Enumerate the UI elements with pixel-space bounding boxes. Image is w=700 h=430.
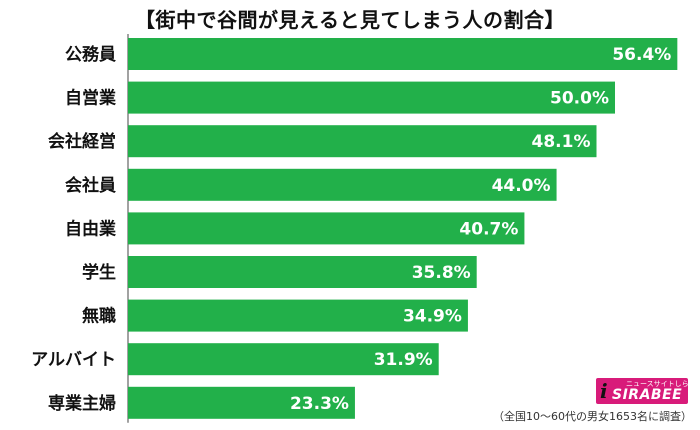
bar-3 — [128, 125, 597, 158]
bar-8 — [128, 343, 439, 376]
value-label: 34.9% — [403, 307, 462, 327]
logo-small-text: ニュースサイトしらべぇ — [626, 380, 688, 388]
chart-title: 【街中で谷間が見えると見てしまう人の割合】 — [135, 8, 565, 32]
logo-text: SIRABEE — [612, 387, 683, 403]
category-label: 専業主婦 — [48, 393, 116, 414]
bar-2 — [128, 81, 616, 114]
value-label: 35.8% — [412, 263, 471, 283]
category-label: 自由業 — [65, 218, 116, 239]
bar-1 — [128, 38, 678, 70]
value-label: 50.0% — [550, 89, 609, 109]
category-label: 無職 — [82, 306, 116, 327]
value-label: 31.9% — [374, 350, 433, 370]
category-label: 学生 — [82, 262, 116, 283]
bar-7 — [128, 299, 468, 332]
category-label: 会社員 — [65, 175, 116, 196]
source-note: （全国10～60代の男女1653名に調査） — [493, 410, 692, 423]
value-label: 56.4% — [612, 45, 671, 65]
logo-i-mark: i — [600, 379, 608, 403]
value-label: 40.7% — [459, 219, 518, 239]
value-label: 23.3% — [290, 394, 349, 414]
value-label: 44.0% — [492, 176, 551, 196]
sirabee-logo: ニュースサイトしらべぇ i SIRABEE — [596, 378, 688, 404]
bar-9 — [128, 386, 355, 419]
category-label: 自営業 — [65, 88, 116, 109]
category-label: 公務員 — [65, 44, 116, 65]
bar-6 — [128, 256, 477, 288]
bar-5 — [128, 212, 525, 245]
category-label: アルバイト — [31, 350, 116, 370]
category-label: 会社経営 — [48, 131, 116, 152]
bar-4 — [128, 168, 557, 201]
value-label: 48.1% — [532, 132, 591, 152]
